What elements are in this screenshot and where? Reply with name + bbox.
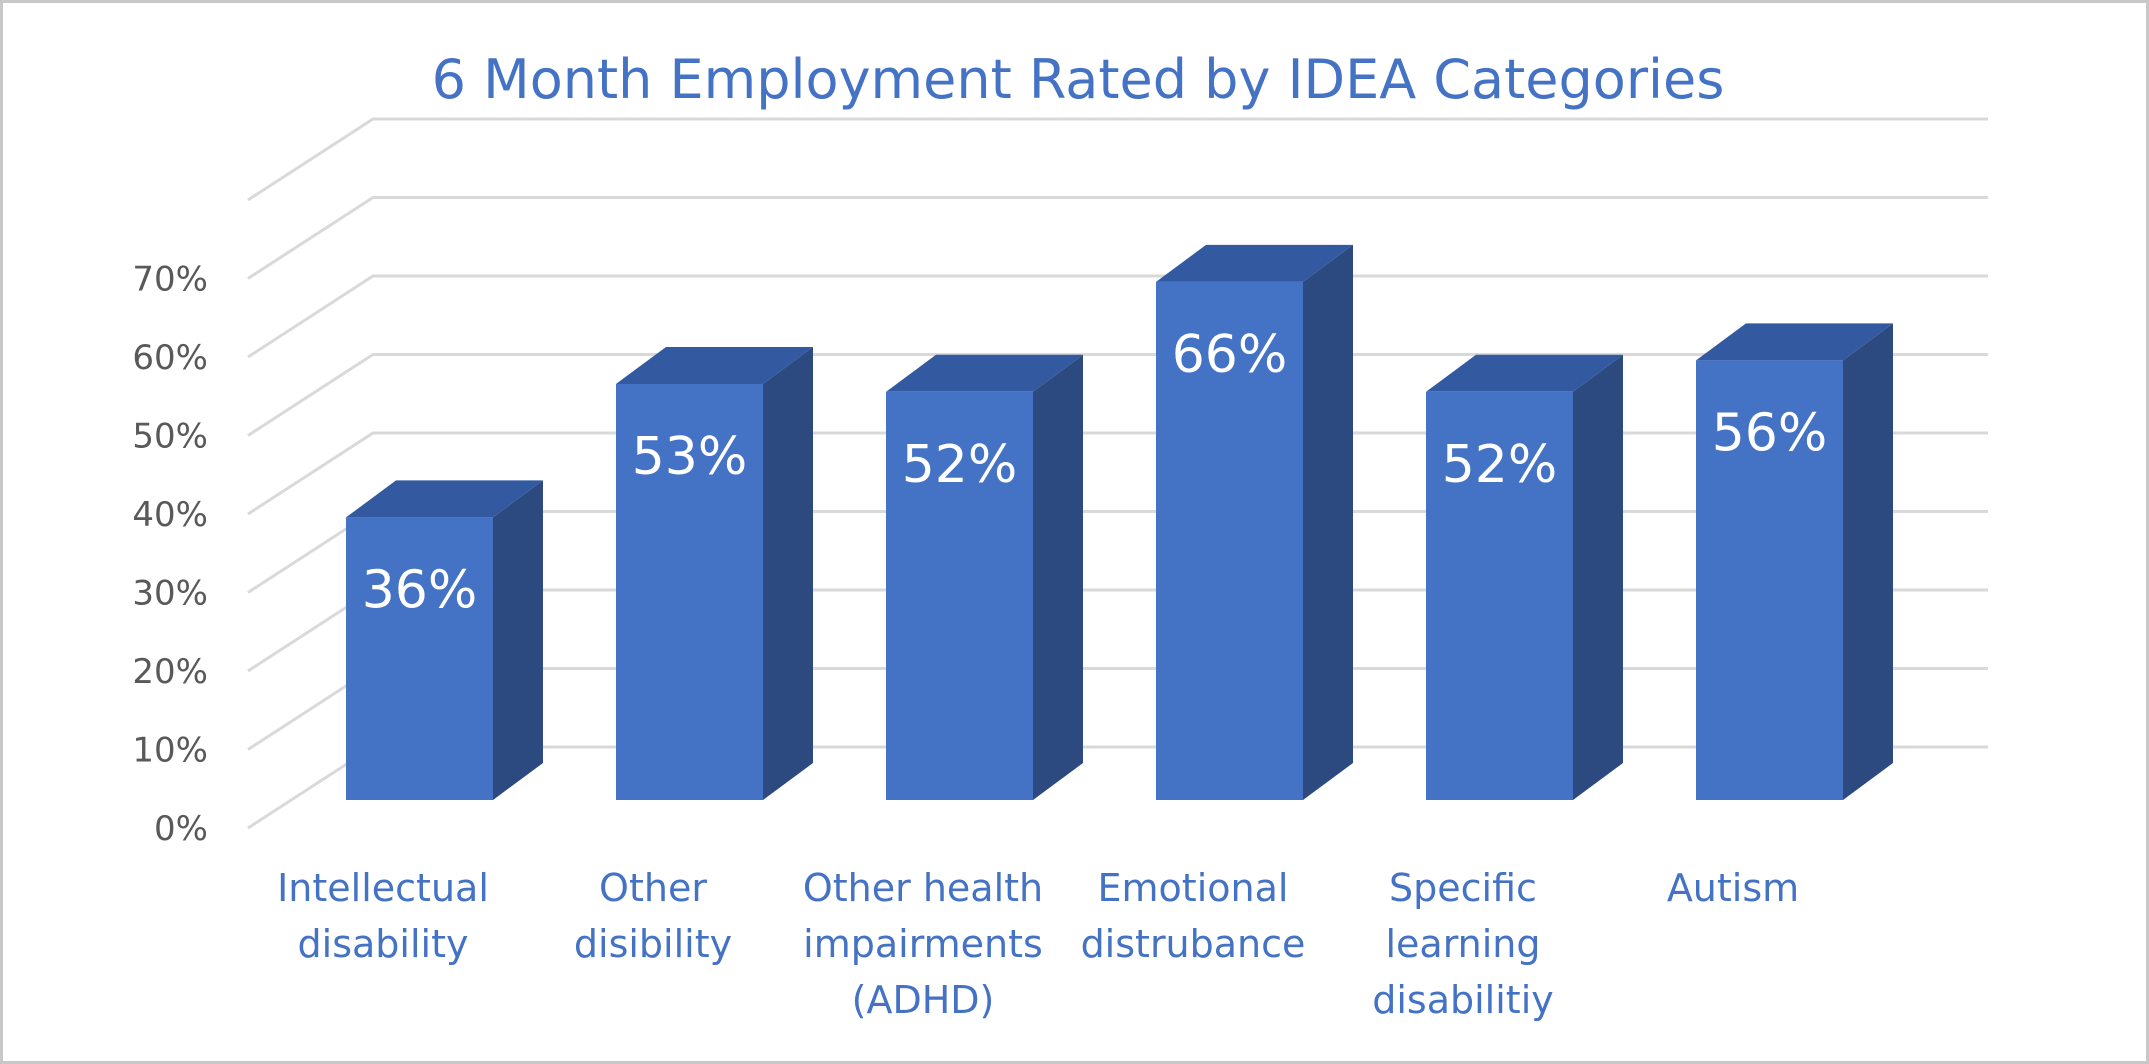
category-label: Autism [1667, 866, 1799, 910]
y-tick-label: 20% [132, 652, 208, 692]
gridline [247, 117, 1988, 202]
bar-front [1696, 360, 1843, 800]
bar-top [616, 346, 813, 384]
data-label: 53% [632, 427, 748, 487]
y-axis-ticks: 0% 10% 20% 30% 40% 50% 60% 70% [132, 260, 208, 850]
category-label-line: disibility [574, 922, 732, 966]
category-label: Emotional distrubance [1081, 866, 1306, 966]
bar-5: 52% [1426, 354, 1623, 800]
bar-top [1696, 323, 1893, 361]
category-label: Other health impairments (ADHD) [803, 866, 1043, 1022]
category-label: Other disibility [574, 866, 732, 966]
category-label-line: distrubance [1081, 922, 1306, 966]
y-tick-label: 40% [132, 495, 208, 535]
bar-top [1156, 244, 1353, 282]
bar-chart: 6 Month Employment Rated by IDEA Categor… [132, 48, 1988, 1022]
category-label: Specific learning disabilitiy [1372, 866, 1554, 1022]
bar-front [346, 517, 493, 800]
category-label-line: (ADHD) [852, 978, 995, 1022]
y-tick-label: 10% [132, 731, 208, 771]
bar-front [1156, 281, 1303, 800]
category-label: Intellectual disability [277, 866, 489, 966]
bar-side [763, 346, 813, 800]
bar-top [346, 480, 543, 518]
category-label-line: impairments [803, 922, 1043, 966]
y-tick-label: 70% [132, 260, 208, 300]
data-label: 66% [1172, 325, 1288, 385]
data-label: 52% [902, 435, 1018, 495]
bar-side [1843, 323, 1893, 800]
y-tick-label: 0% [154, 809, 208, 849]
bar-top [886, 354, 1083, 392]
bar-side [1033, 354, 1083, 800]
y-tick-label: 50% [132, 417, 208, 457]
category-label-line: learning [1385, 922, 1540, 966]
bar-4: 66% [1156, 244, 1353, 800]
gridline [247, 196, 1988, 280]
category-label-line: Autism [1667, 866, 1799, 910]
bar-side [493, 480, 543, 800]
bars: 36% 53% 52% 66% 52% 56% [346, 244, 1893, 800]
bar-1: 36% [346, 480, 543, 800]
bar-side [1303, 244, 1353, 800]
data-label: 52% [1442, 435, 1558, 495]
y-tick-label: 30% [132, 574, 208, 614]
category-label-line: Intellectual [277, 866, 489, 910]
bar-top [1426, 354, 1623, 392]
bar-2: 53% [616, 346, 813, 800]
category-label-line: disability [298, 922, 469, 966]
category-label-line: Other health [803, 866, 1043, 910]
y-tick-label: 60% [132, 338, 208, 378]
gridline [247, 274, 1988, 359]
bar-front [886, 391, 1033, 800]
bar-front [616, 383, 763, 800]
data-label: 36% [362, 560, 478, 620]
category-label-line: disabilitiy [1372, 978, 1554, 1022]
bar-3: 52% [886, 354, 1083, 800]
chart-title: 6 Month Employment Rated by IDEA Categor… [432, 48, 1725, 111]
gridlines [247, 117, 1988, 830]
bar-6: 56% [1696, 323, 1893, 800]
category-label-line: Specific [1389, 866, 1537, 910]
gridline [247, 353, 1988, 437]
category-label-line: Emotional [1098, 866, 1289, 910]
bar-front [1426, 391, 1573, 800]
bar-side [1573, 354, 1623, 800]
data-label: 56% [1712, 403, 1828, 463]
category-label-line: Other [599, 866, 707, 910]
